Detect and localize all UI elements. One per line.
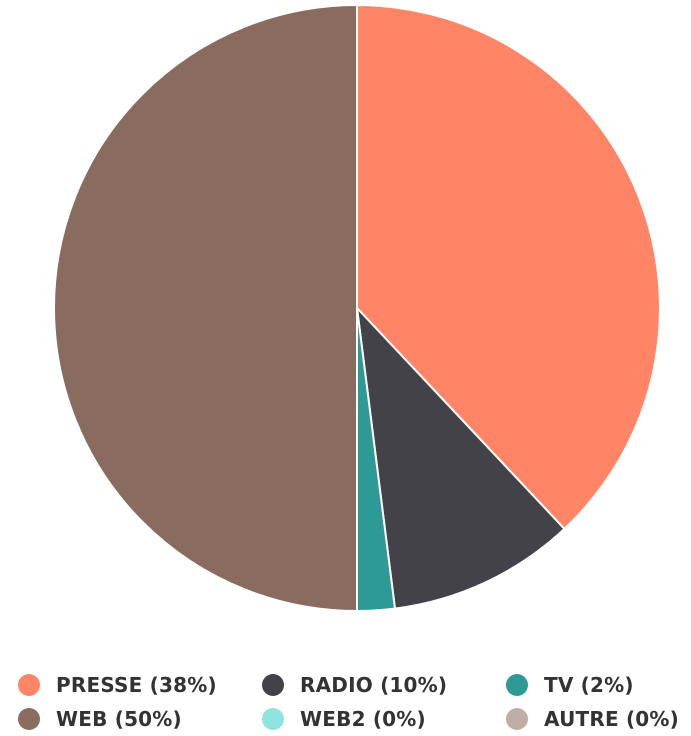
legend-swatch-radio [262,674,284,696]
pie-chart [53,4,662,612]
legend-label-web: WEB (50%) [56,707,182,731]
pie-slice-radio[interactable] [356,307,566,610]
pie-slice-presse[interactable] [356,4,662,530]
legend-item-presse[interactable]: PRESSE (38%) [18,670,217,700]
legend-item-web2[interactable]: WEB2 (0%) [262,704,426,734]
legend-swatch-autre [506,708,528,730]
pie-slice-web[interactable] [53,4,358,612]
legend-item-web[interactable]: WEB (50%) [18,704,182,734]
legend-swatch-tv [506,674,528,696]
legend-item-tv[interactable]: TV (2%) [506,670,634,700]
legend-swatch-web2 [262,708,284,730]
pie-svg [53,4,662,612]
legend-label-tv: TV (2%) [544,673,634,697]
chart-legend: PRESSE (38%) RADIO (10%) TV (2%) WEB (50… [0,664,691,736]
legend-label-web2: WEB2 (0%) [300,707,426,731]
legend-label-presse: PRESSE (38%) [56,673,217,697]
legend-label-autre: AUTRE (0%) [544,707,680,731]
legend-item-radio[interactable]: RADIO (10%) [262,670,447,700]
legend-swatch-web [18,708,40,730]
legend-label-radio: RADIO (10%) [300,673,448,697]
legend-item-autre[interactable]: AUTRE (0%) [506,704,679,734]
legend-swatch-presse [18,674,40,696]
